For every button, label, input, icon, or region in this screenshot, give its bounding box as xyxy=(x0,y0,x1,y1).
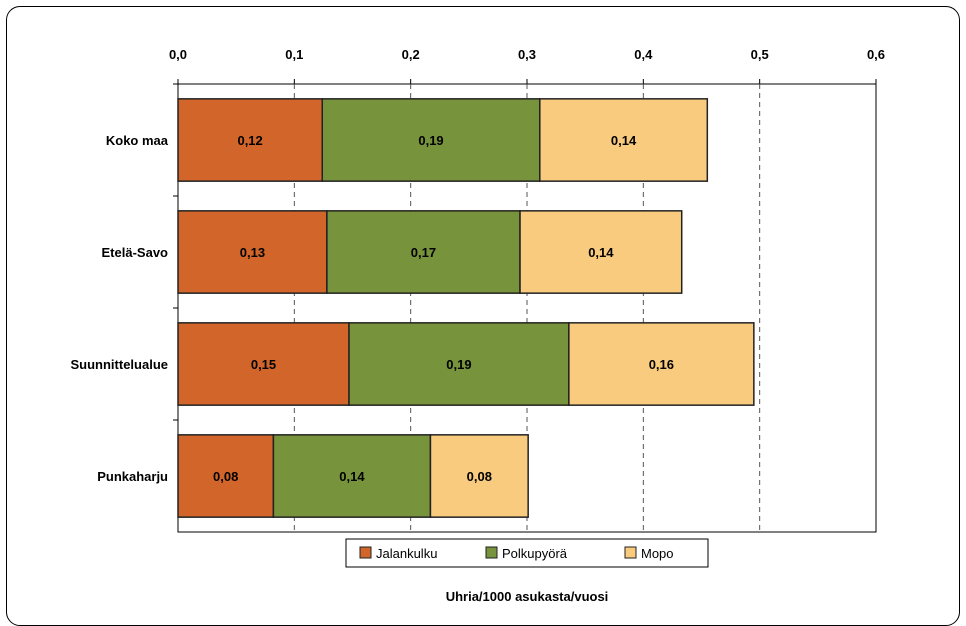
bar-segment xyxy=(348,322,570,406)
category-label: Suunnittelualue xyxy=(71,357,169,372)
data-label: 0,14 xyxy=(339,469,365,484)
x-tick-label: 0,3 xyxy=(518,47,536,62)
data-label: 0,14 xyxy=(588,245,614,260)
legend-swatch xyxy=(624,546,637,559)
data-label: 0,19 xyxy=(446,357,471,372)
legend-box xyxy=(345,538,709,568)
data-label: 0,17 xyxy=(411,245,436,260)
bar-segment xyxy=(272,434,432,518)
x-axis-title: Uhria/1000 asukasta/vuosi xyxy=(446,589,609,604)
bar-segment xyxy=(321,98,541,182)
data-label: 0,08 xyxy=(213,469,238,484)
data-label: 0,15 xyxy=(251,357,276,372)
data-label: 0,08 xyxy=(467,469,492,484)
data-label: 0,14 xyxy=(611,133,637,148)
bars: 0,12 0,19 0,14 0,13 0,17 0,14 0,15 0,19 0,16 0,08… xyxy=(177,98,755,518)
x-tick-label: 0,5 xyxy=(751,47,769,62)
bar-segment xyxy=(429,434,529,518)
category-label: Koko maa xyxy=(106,133,169,148)
bar-segment xyxy=(177,98,324,182)
category-labels: Koko maa Etelä-Savo Suunnittelualue Punkaha… xyxy=(71,133,169,484)
x-tick-label: 0,2 xyxy=(402,47,420,62)
x-tick-labels: 0,0 0,1 0,2 0,3 0,4 0,5 0,6 xyxy=(169,47,885,62)
data-label: 0,19 xyxy=(418,133,443,148)
category-label: Punkaharju xyxy=(97,469,168,484)
legend-swatch xyxy=(359,546,372,559)
data-label: 0,16 xyxy=(649,357,674,372)
bar-segment xyxy=(539,98,709,182)
legend: Jalankulku Polkupyörä Mopo xyxy=(345,538,709,568)
stacked-bar-chart: 0,12 0,19 0,14 0,13 0,17 0,14 0,15 0,19 0,16 0,08… xyxy=(71,47,886,604)
x-tick-label: 0,0 xyxy=(169,47,187,62)
legend-label: Jalankulku xyxy=(376,546,437,561)
bar-segment xyxy=(568,322,755,406)
bar-segment xyxy=(519,210,683,294)
legend-label: Mopo xyxy=(641,546,674,561)
bar-segment xyxy=(177,434,275,518)
data-label: 0,13 xyxy=(240,245,265,260)
x-tick-label: 0,4 xyxy=(634,47,653,62)
category-label: Etelä-Savo xyxy=(102,245,169,260)
legend-swatch xyxy=(485,546,498,559)
legend-label: Polkupyörä xyxy=(502,546,568,561)
data-label: 0,12 xyxy=(237,133,262,148)
x-tick-label: 0,1 xyxy=(285,47,303,62)
x-tick-label: 0,6 xyxy=(867,47,885,62)
